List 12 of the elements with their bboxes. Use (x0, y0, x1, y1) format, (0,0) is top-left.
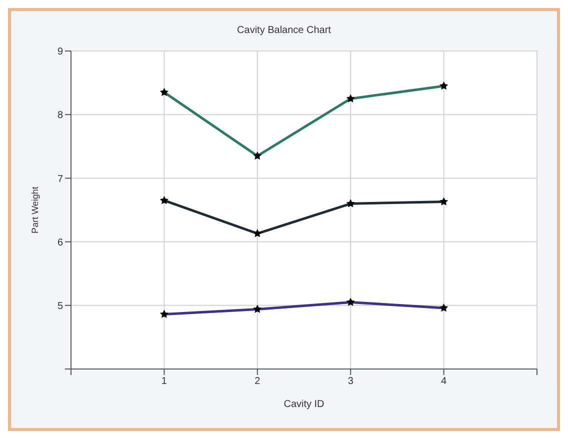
y-axis-title: Part Weight (30, 186, 40, 234)
y-tick-label: 6 (57, 237, 64, 248)
x-axis-title: Cavity ID (284, 399, 324, 410)
y-tick-label: 5 (57, 300, 64, 312)
y-tick-label: 9 (57, 46, 64, 58)
x-tick-label: 1 (161, 376, 168, 388)
y-tick-label: 7 (57, 174, 64, 185)
y-tick-label: 8 (57, 110, 64, 122)
chart-title: Cavity Balance Chart (236, 24, 332, 38)
x-tick-label: 4 (441, 376, 448, 388)
x-tick-label: 2 (254, 376, 261, 388)
x-tick-label: 3 (348, 376, 354, 388)
